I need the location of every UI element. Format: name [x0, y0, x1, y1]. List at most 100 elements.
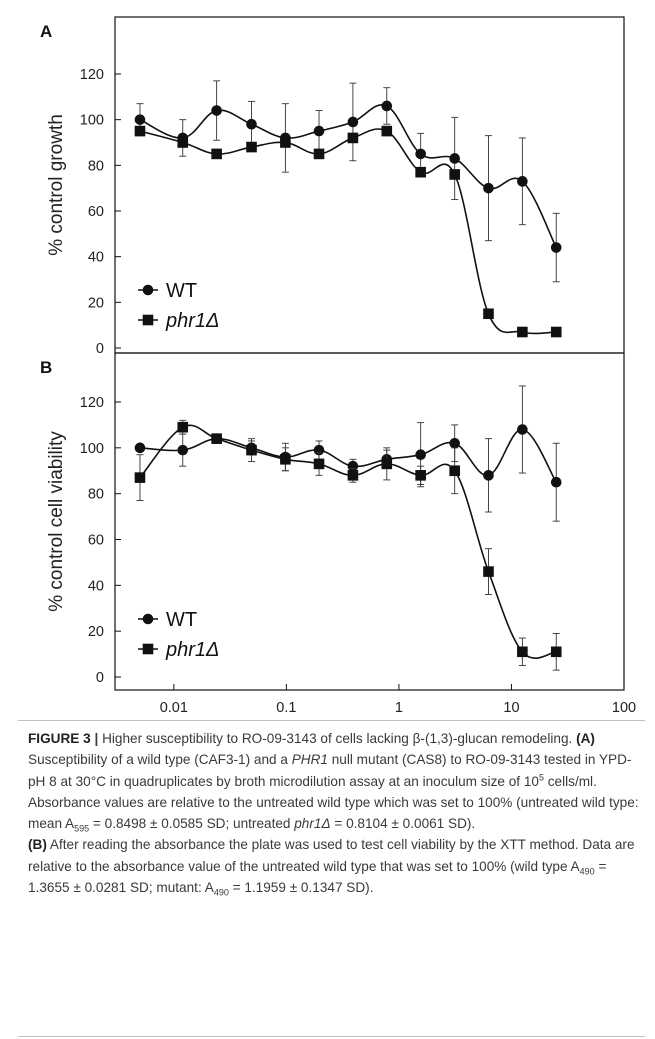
data-point-square [449, 169, 460, 180]
data-point-circle [177, 444, 189, 456]
panel-b-chart: B 0 20 40 60 80 100 120 % control cell viability… [40, 352, 625, 691]
caption-subscript: 595 [74, 823, 90, 834]
data-point-square [381, 125, 393, 137]
data-point-square [550, 326, 562, 338]
y-tick-label: 40 [88, 578, 104, 594]
y-tick-label: 0 [96, 341, 104, 357]
panel-label: A [40, 22, 52, 41]
data-point-square [449, 465, 460, 477]
caption-panel-a-text: Susceptibility of a wild type (CAF3-1) a… [28, 752, 288, 768]
data-point-circle [134, 114, 146, 125]
x-tick-label: 0.01 [160, 700, 188, 716]
y-tick-label: 120 [80, 395, 104, 411]
series-line [139, 128, 557, 335]
caption-panel-a-label: (A) [576, 731, 595, 746]
panel-label: B [40, 358, 52, 377]
data-point-square [211, 433, 222, 444]
data-point-square [313, 458, 325, 470]
caption-title: Higher susceptibility to RO-09-3143 of c… [102, 731, 573, 746]
caption-subscript: 490 [213, 887, 229, 898]
caption-panel-b-label: (B) [28, 837, 47, 853]
data-point-square [246, 444, 257, 456]
y-tick-label: 100 [80, 441, 104, 457]
data-point-square [483, 566, 494, 577]
legend-marker-circle [142, 613, 154, 625]
caption-panel-b-text: = 1.1959 ± 0.1347 SD). [232, 880, 374, 896]
data-point-square [280, 137, 291, 148]
data-point-circle [313, 125, 325, 137]
caption-gene-name: PHR1 [291, 752, 328, 768]
data-point-square [313, 148, 325, 160]
data-point-square [347, 132, 359, 144]
caption-exponent: 5 [538, 772, 544, 783]
plot-frame [114, 16, 625, 354]
caption-bottom-rule [18, 1036, 645, 1037]
data-point-circle [347, 116, 359, 128]
data-point-square [211, 148, 222, 160]
y-tick-label: 20 [88, 295, 104, 311]
legend-label: phr1Δ [165, 639, 219, 661]
data-point-circle [517, 176, 528, 187]
panel-a-chart: A 0 20 40 60 80 100 120 % control growth WT phr1Δ [40, 16, 625, 357]
data-point-circle [449, 437, 460, 449]
caption-subscript: 490 [579, 866, 595, 877]
series-line [139, 104, 557, 248]
data-point-square [246, 141, 257, 153]
data-point-circle [550, 476, 562, 488]
caption-mutant-name: phr1Δ [294, 816, 331, 832]
y-tick-label: 0 [96, 670, 104, 686]
data-point-square [134, 125, 146, 137]
x-tick-label: 100 [612, 700, 636, 716]
data-point-circle [415, 449, 426, 461]
caption-panel-b-text: After reading the absorbance the plate w… [28, 837, 635, 874]
data-point-square [517, 326, 528, 338]
x-tick-label: 1 [395, 700, 403, 716]
legend-label: WT [166, 609, 197, 631]
data-point-square [483, 308, 494, 320]
caption-figure-label: FIGURE 3 [28, 731, 91, 746]
data-point-circle [134, 442, 146, 454]
data-point-square [415, 470, 426, 481]
series-line [139, 424, 557, 659]
data-point-circle [449, 153, 460, 164]
data-point-circle [246, 118, 257, 130]
data-point-square [517, 646, 528, 658]
y-axis-label: % control cell viability [46, 431, 67, 612]
data-point-circle [415, 148, 426, 160]
caption-panel-a-text: null mutant (CAS8) to RO-09-3143 tested … [28, 752, 632, 789]
caption-panel-a-text: = 0.8498 ± 0.0585 SD; untreated [92, 816, 291, 832]
y-tick-label: 100 [80, 113, 104, 129]
y-tick-label: 20 [88, 624, 104, 640]
data-point-square [381, 458, 393, 470]
data-point-circle [550, 242, 562, 253]
figure-caption: FIGURE 3 | Higher susceptibility to RO-0… [28, 731, 639, 898]
data-point-circle [517, 424, 528, 435]
caption-panel-a-text: = 0.8104 ± 0.0061 SD). [334, 816, 476, 832]
data-point-square [134, 472, 146, 483]
data-point-circle [211, 105, 222, 116]
y-tick-label: 80 [88, 487, 104, 503]
legend-marker-square [142, 643, 154, 655]
legend-marker-square [142, 314, 154, 326]
caption-panel-a-text: cells/ml. Absorbance values are relative… [28, 773, 639, 832]
data-point-square [550, 646, 562, 658]
data-point-square [280, 453, 291, 465]
y-tick-label: 120 [80, 67, 104, 83]
data-point-square [177, 137, 189, 148]
caption-top-rule [18, 720, 645, 721]
caption-panel-b-text: = 1.3655 ± 0.0281 SD; mutant: A [28, 858, 607, 896]
plot-frame [114, 352, 625, 691]
data-point-square [177, 421, 189, 433]
data-point-circle [381, 100, 393, 112]
shared-x-axis: 0.010.1110100RO-09-3143, μM [160, 684, 636, 716]
data-point-circle [483, 470, 494, 481]
data-point-circle [483, 182, 494, 194]
data-point-square [415, 166, 426, 178]
data-point-square [347, 470, 359, 481]
legend-label: phr1Δ [165, 310, 219, 332]
y-tick-label: 80 [88, 158, 104, 174]
legend-label: WT [166, 280, 197, 302]
y-tick-label: 40 [88, 250, 104, 266]
y-tick-label: 60 [88, 204, 104, 220]
